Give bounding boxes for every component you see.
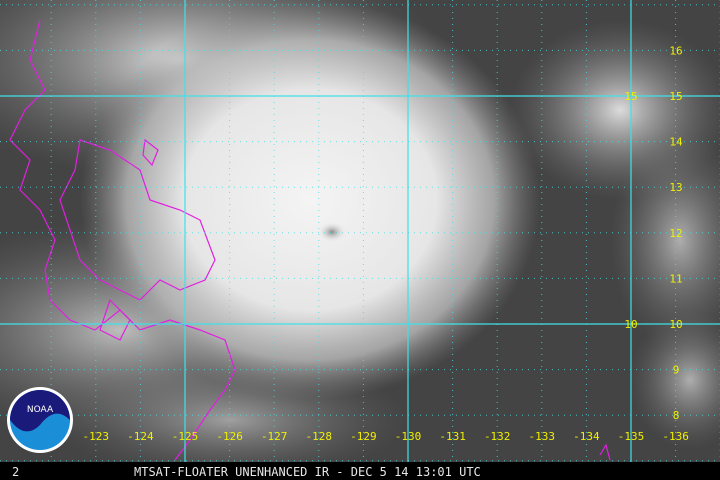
noaa-logo-icon: NOAA: [7, 387, 73, 453]
latitude-label: 10: [669, 318, 682, 331]
latitude-label: 8: [673, 409, 680, 422]
frame-number: 2: [12, 465, 19, 479]
grid-labels: -123 -124 -125 -126 -127 -128 -129 -130 -131 -132…: [83, 44, 689, 443]
latitude-label: 15: [669, 90, 682, 103]
storm-eye: [318, 222, 346, 242]
longitude-label: -133: [529, 430, 556, 443]
longitude-label: -135: [618, 430, 645, 443]
longitude-label: -134: [573, 430, 600, 443]
longitude-label: -128: [306, 430, 333, 443]
noaa-logo-text: NOAA: [27, 405, 54, 415]
lat-lon-grid: [0, 0, 720, 462]
longitude-label: -125: [172, 430, 199, 443]
longitude-label: -126: [216, 430, 243, 443]
longitude-label: -136: [662, 430, 689, 443]
coastline: [9, 19, 611, 461]
longitude-label: -124: [127, 430, 154, 443]
longitude-label: -123: [83, 430, 110, 443]
latitude-label: 16: [669, 44, 682, 57]
latitude-label: 9: [673, 364, 680, 377]
longitude-label: -132: [484, 430, 511, 443]
latitude-label: 12: [669, 227, 682, 240]
image-title: MTSAT-FLOATER UNENHANCED IR - DEC 5 14 1…: [134, 465, 481, 479]
latitude-label: 11: [669, 272, 682, 285]
longitude-label: -130: [395, 430, 422, 443]
title-bar: [0, 462, 720, 480]
inner-latitude-label: 10: [624, 318, 637, 331]
longitude-label: -131: [439, 430, 466, 443]
latitude-label: 13: [669, 181, 682, 194]
latitude-label: 14: [669, 136, 683, 149]
longitude-label: -127: [261, 430, 288, 443]
longitude-label: -129: [350, 430, 377, 443]
inner-latitude-label: 15: [624, 90, 637, 103]
